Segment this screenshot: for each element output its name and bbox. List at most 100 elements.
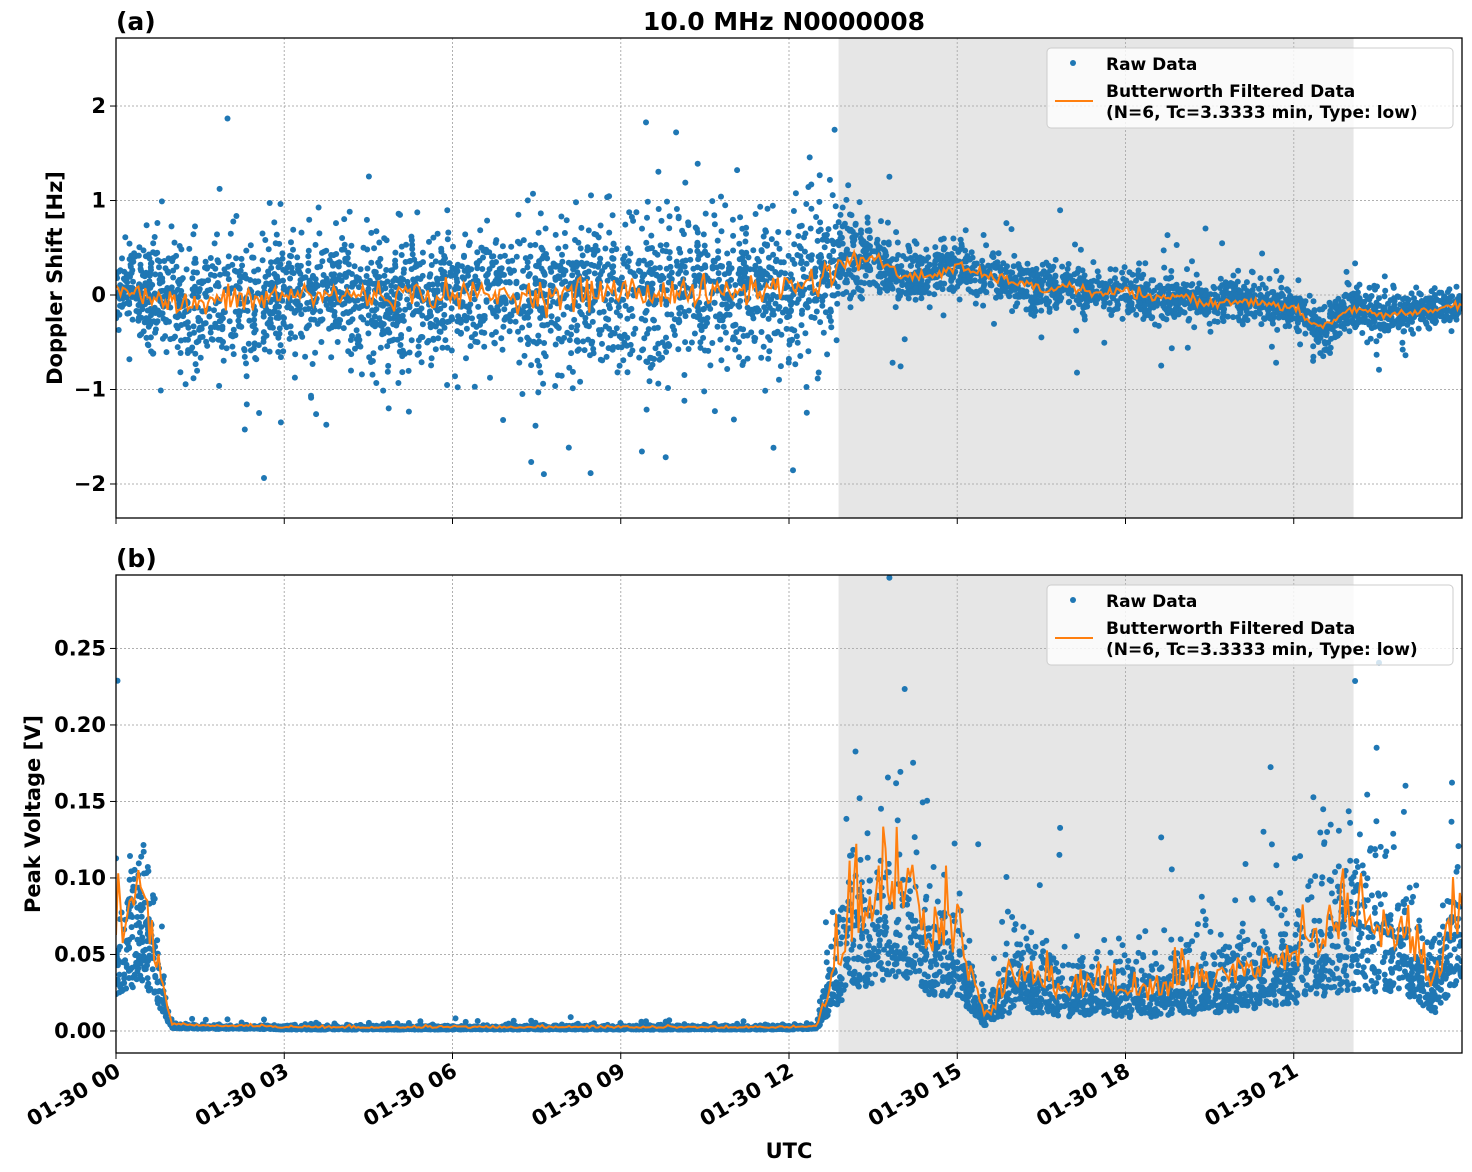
raw-data-point <box>345 310 351 316</box>
raw-data-point <box>446 260 453 267</box>
raw-data-point <box>814 375 821 382</box>
raw-data-point <box>1207 328 1214 335</box>
raw-data-point <box>714 237 721 244</box>
raw-data-point <box>161 258 168 264</box>
raw-data-point <box>521 352 528 359</box>
raw-data-point <box>745 254 752 261</box>
raw-data-point <box>304 300 311 306</box>
raw-data-point <box>711 221 718 228</box>
raw-data-point <box>384 314 391 321</box>
raw-data-point <box>406 326 412 332</box>
raw-data-point <box>1451 309 1458 316</box>
raw-data-point <box>774 328 781 335</box>
raw-data-point <box>651 317 657 324</box>
raw-data-point <box>133 291 140 298</box>
raw-data-point <box>1408 290 1415 297</box>
raw-data-point <box>1160 299 1167 306</box>
raw-data-point <box>692 278 699 285</box>
raw-data-point <box>280 321 287 327</box>
raw-data-point <box>624 315 631 322</box>
raw-data-point <box>673 206 680 212</box>
raw-data-point <box>846 227 853 234</box>
raw-data-point <box>1000 260 1007 267</box>
raw-data-point <box>1191 324 1198 331</box>
raw-data-point <box>1071 271 1078 278</box>
raw-data-point <box>644 214 650 221</box>
raw-data-point <box>341 300 348 307</box>
raw-data-point <box>252 326 259 333</box>
raw-data-point <box>1407 303 1413 310</box>
raw-data-point <box>409 251 416 258</box>
raw-data-point <box>635 267 642 274</box>
raw-data-point <box>428 362 435 369</box>
raw-data-point <box>528 459 535 465</box>
raw-data-point <box>1108 312 1115 318</box>
raw-data-point <box>463 325 470 332</box>
raw-data-point <box>410 276 417 283</box>
raw-data-point <box>958 243 965 250</box>
raw-data-point <box>272 304 279 311</box>
raw-data-point <box>1266 315 1273 322</box>
raw-data-point <box>233 283 240 290</box>
raw-data-point <box>1010 284 1017 291</box>
raw-data-point <box>193 339 200 346</box>
raw-data-point <box>237 267 244 274</box>
raw-data-point <box>501 295 508 302</box>
raw-data-point <box>163 319 170 326</box>
raw-data-point <box>162 265 169 272</box>
raw-data-point <box>655 350 662 357</box>
raw-data-point <box>722 329 729 336</box>
raw-data-point <box>154 249 161 256</box>
raw-data-point <box>402 259 409 265</box>
raw-data-point <box>638 448 645 455</box>
raw-data-point <box>357 303 364 310</box>
raw-data-point <box>510 307 517 314</box>
raw-data-point <box>323 421 330 428</box>
raw-data-point <box>441 302 448 309</box>
raw-data-point <box>380 387 387 394</box>
raw-data-point <box>178 337 184 344</box>
raw-data-point <box>627 351 634 358</box>
raw-data-point <box>926 290 932 297</box>
raw-data-point <box>757 284 764 291</box>
raw-data-point <box>250 254 257 261</box>
raw-data-point <box>923 283 930 290</box>
raw-data-point <box>390 278 397 284</box>
raw-data-point <box>1425 324 1432 331</box>
raw-data-point <box>607 332 614 339</box>
raw-data-point <box>137 261 144 268</box>
raw-data-point <box>170 274 177 281</box>
raw-data-point <box>277 261 284 268</box>
raw-data-point <box>1080 304 1087 311</box>
raw-data-point <box>591 249 598 256</box>
raw-data-point <box>853 232 859 239</box>
raw-data-point <box>1433 297 1440 303</box>
raw-data-point <box>1164 232 1171 239</box>
raw-data-point <box>702 248 708 255</box>
raw-data-point <box>607 272 613 279</box>
raw-data-point <box>950 235 957 242</box>
raw-data-point <box>532 241 539 248</box>
raw-data-point <box>150 240 157 247</box>
raw-data-point <box>1049 291 1056 298</box>
raw-data-point <box>349 280 356 287</box>
raw-data-point <box>606 325 613 332</box>
raw-data-point <box>133 308 140 314</box>
raw-data-point <box>323 275 330 282</box>
raw-data-point <box>383 292 390 299</box>
raw-data-point <box>204 264 211 271</box>
raw-data-point <box>615 344 622 351</box>
raw-data-point <box>1448 328 1455 335</box>
raw-data-point <box>1249 269 1256 276</box>
raw-data-point <box>622 221 629 228</box>
raw-data-point <box>233 255 240 262</box>
raw-data-point <box>225 263 232 270</box>
raw-data-point <box>616 362 623 369</box>
raw-data-point <box>737 214 744 221</box>
raw-data-point <box>277 342 284 349</box>
raw-data-point <box>1070 304 1076 311</box>
raw-data-point <box>758 247 765 254</box>
raw-data-point <box>912 285 919 292</box>
raw-data-point <box>1106 300 1113 306</box>
